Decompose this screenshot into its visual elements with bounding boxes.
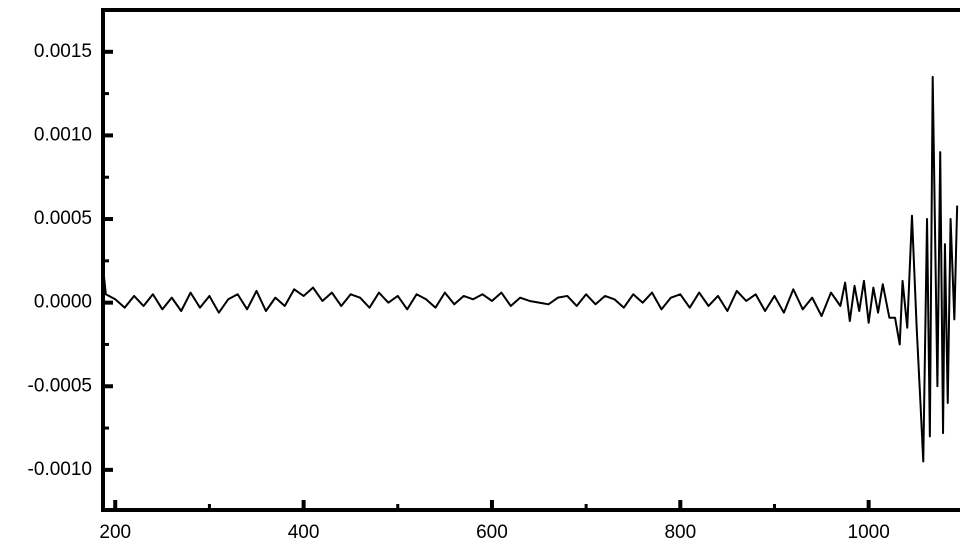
x-tick-label: 200 — [99, 522, 131, 543]
y-tick-label: 0.0000 — [34, 292, 92, 313]
x-tick-label: 800 — [664, 522, 696, 543]
y-tick-label: -0.0005 — [28, 375, 92, 396]
x-tick-label: 400 — [288, 522, 320, 543]
data-line — [103, 75, 959, 463]
y-tick-label: 0.0005 — [34, 208, 92, 229]
x-tick-label: 600 — [476, 522, 508, 543]
y-tick-label: -0.0010 — [28, 459, 92, 480]
y-tick-label: 0.0010 — [34, 124, 92, 145]
y-tick-label: 0.0015 — [34, 41, 92, 62]
x-tick-label: 1000 — [848, 522, 890, 543]
